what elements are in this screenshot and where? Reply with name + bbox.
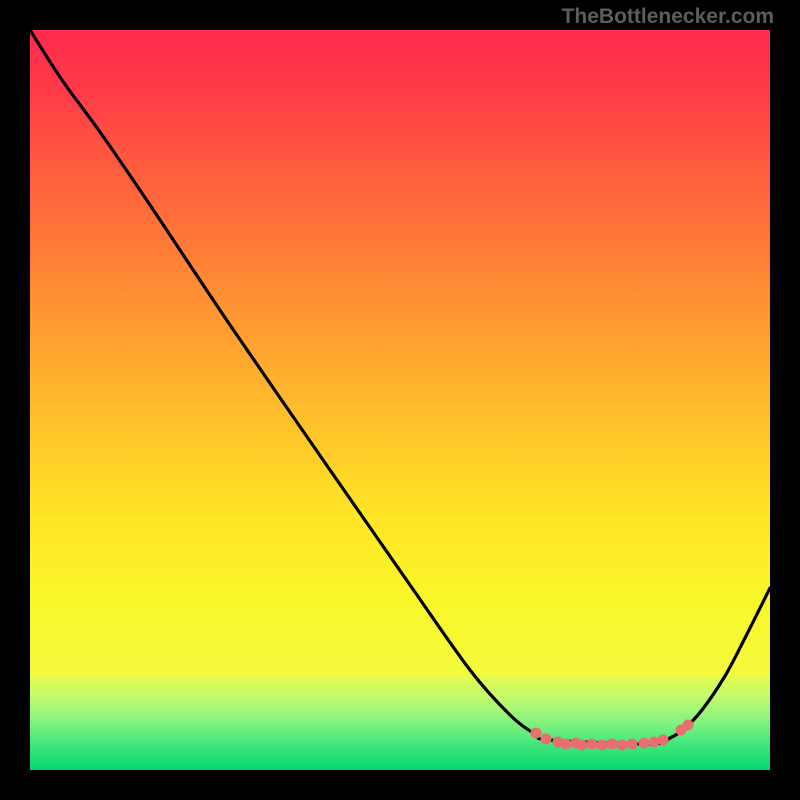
optimal-zone-dot [531,728,542,739]
chart-svg-layer [30,30,770,770]
optimal-zone-dot [617,740,628,751]
optimal-zone-dot [587,739,598,750]
bottleneck-curve [30,30,770,744]
optimal-zone-dot [627,739,638,750]
optimal-zone-dot [658,735,669,746]
optimal-zone-dot [639,738,650,749]
optimal-zone-dot [577,740,588,751]
optimal-zone-dot [597,740,608,751]
optimal-zone-dot [541,734,552,745]
optimal-zone-dot [561,739,572,750]
optimal-zone-dot [607,739,618,750]
watermark-text: TheBottlenecker.com [562,5,774,29]
chart-plot-area [30,30,770,770]
optimal-zone-dot [683,720,694,731]
